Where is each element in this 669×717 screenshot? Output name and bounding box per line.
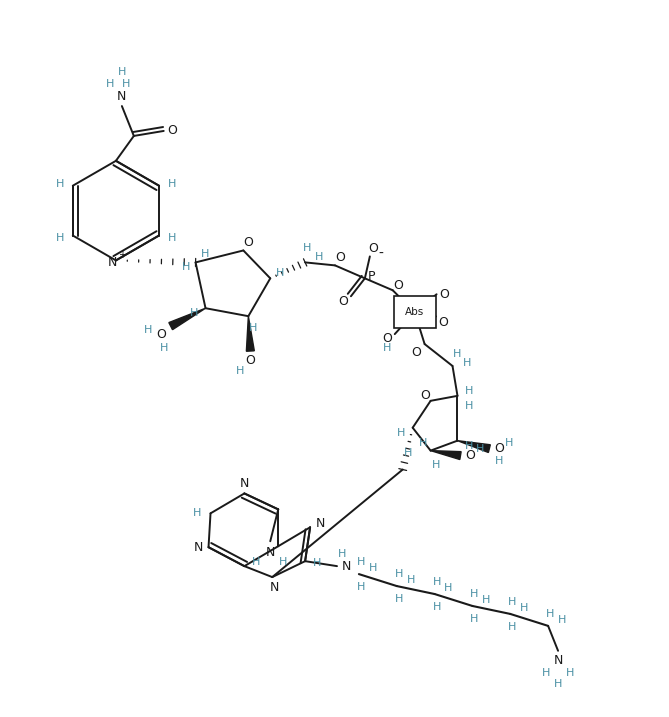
- Text: H: H: [558, 615, 566, 625]
- Text: O: O: [466, 449, 476, 462]
- Text: N: N: [266, 546, 275, 559]
- Text: H: H: [303, 244, 311, 253]
- Text: H: H: [106, 79, 114, 89]
- Text: O: O: [440, 288, 450, 300]
- Text: H: H: [454, 349, 462, 359]
- Text: H: H: [168, 232, 176, 242]
- Text: H: H: [236, 366, 245, 376]
- Polygon shape: [169, 308, 205, 330]
- Text: H: H: [252, 557, 260, 567]
- Text: N: N: [270, 581, 279, 594]
- Text: O: O: [439, 315, 448, 328]
- Text: Abs: Abs: [405, 307, 424, 317]
- Text: +: +: [118, 250, 126, 260]
- Text: O: O: [244, 236, 254, 249]
- Text: H: H: [357, 582, 365, 592]
- Text: H: H: [168, 179, 176, 189]
- Text: H: H: [181, 262, 190, 272]
- Text: H: H: [465, 401, 474, 411]
- Text: H: H: [279, 557, 288, 567]
- Text: O: O: [338, 295, 348, 308]
- Text: H: H: [542, 668, 551, 678]
- Polygon shape: [431, 450, 461, 460]
- Polygon shape: [458, 441, 490, 452]
- Text: H: H: [444, 583, 453, 593]
- Text: O: O: [393, 279, 403, 292]
- Text: H: H: [315, 252, 323, 262]
- Text: H: H: [276, 268, 284, 278]
- Text: H: H: [395, 569, 403, 579]
- FancyBboxPatch shape: [394, 296, 436, 328]
- Text: N: N: [194, 541, 203, 554]
- Text: H: H: [432, 602, 441, 612]
- Text: H: H: [118, 67, 126, 77]
- Text: H: H: [122, 79, 130, 89]
- Text: H: H: [144, 325, 152, 335]
- Text: H: H: [201, 250, 209, 260]
- Text: H: H: [397, 428, 405, 437]
- Text: H: H: [432, 460, 440, 470]
- Text: H: H: [495, 455, 504, 465]
- Text: P: P: [368, 270, 375, 282]
- Text: H: H: [383, 343, 391, 353]
- Text: H: H: [403, 447, 412, 457]
- Text: N: N: [341, 560, 351, 573]
- Text: H: H: [189, 308, 198, 318]
- Text: N: N: [240, 477, 249, 490]
- Text: O: O: [411, 346, 421, 358]
- Text: H: H: [482, 595, 490, 605]
- Text: H: H: [476, 444, 484, 454]
- Text: N: N: [117, 90, 126, 103]
- Text: O: O: [494, 442, 504, 455]
- Text: -: -: [379, 247, 383, 260]
- Text: H: H: [505, 437, 514, 447]
- Text: H: H: [369, 563, 377, 573]
- Text: H: H: [465, 441, 474, 451]
- Text: H: H: [249, 323, 258, 333]
- Text: N: N: [108, 256, 118, 269]
- Text: H: H: [159, 343, 168, 353]
- Text: N: N: [315, 517, 324, 530]
- Text: H: H: [508, 622, 516, 632]
- Text: H: H: [566, 668, 574, 678]
- Text: O: O: [335, 251, 345, 264]
- Text: H: H: [338, 549, 346, 559]
- Text: H: H: [418, 437, 427, 447]
- Text: H: H: [313, 558, 321, 568]
- Text: H: H: [465, 386, 474, 396]
- Text: N: N: [553, 654, 563, 668]
- Text: H: H: [470, 614, 478, 624]
- Text: H: H: [56, 179, 64, 189]
- Text: H: H: [193, 508, 201, 518]
- Text: O: O: [421, 389, 431, 402]
- Text: H: H: [470, 589, 478, 599]
- Text: H: H: [357, 557, 365, 567]
- Text: H: H: [554, 679, 562, 688]
- Text: H: H: [407, 575, 415, 585]
- Text: O: O: [368, 242, 378, 255]
- Text: O: O: [156, 328, 166, 341]
- Text: H: H: [546, 609, 555, 619]
- Text: H: H: [395, 594, 403, 604]
- Text: H: H: [56, 232, 64, 242]
- Text: H: H: [463, 358, 472, 368]
- Polygon shape: [246, 316, 254, 351]
- Text: O: O: [246, 354, 256, 368]
- Text: O: O: [168, 125, 177, 138]
- Text: H: H: [508, 597, 516, 607]
- Text: H: H: [520, 603, 529, 613]
- Text: H: H: [432, 577, 441, 587]
- Text: O: O: [382, 331, 392, 345]
